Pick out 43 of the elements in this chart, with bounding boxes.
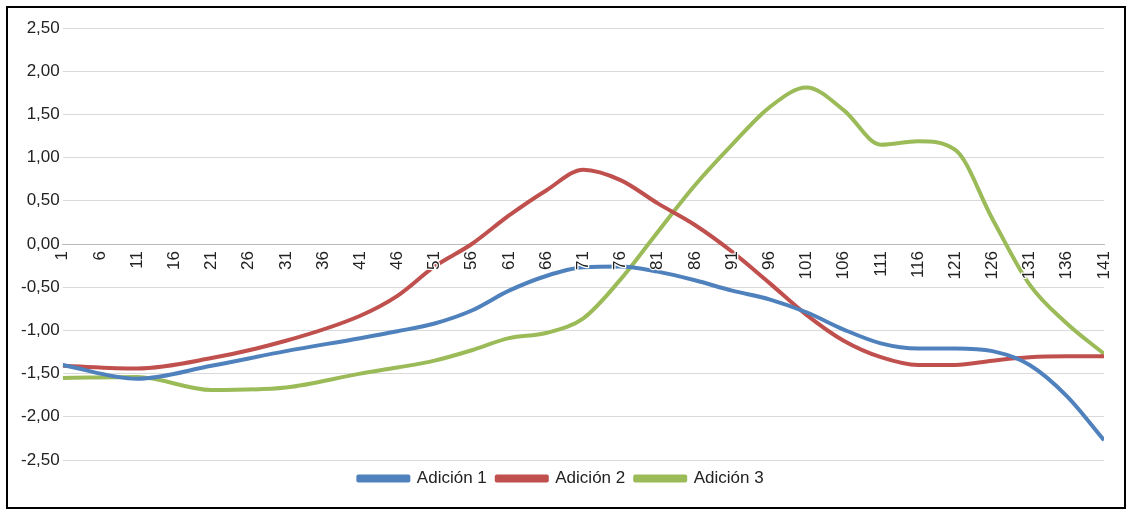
x-tick-label: 11 — [126, 251, 146, 269]
x-tick-label: 1 — [52, 251, 72, 261]
x-tick-label: 91 — [721, 251, 741, 270]
y-tick-label: -0,50 — [21, 276, 60, 296]
x-tick-label: 96 — [759, 251, 778, 270]
legend-label: Adición 2 — [555, 468, 626, 488]
y-tick-label: 1,00 — [26, 147, 60, 167]
x-tick-label: 116 — [907, 251, 927, 279]
x-tick-label: 36 — [312, 251, 332, 270]
x-tick-label: 51 — [424, 251, 444, 270]
x-tick-label: 31 — [275, 251, 295, 270]
x-tick-label: 141 — [1093, 251, 1113, 280]
y-tick-label: -1,50 — [21, 363, 60, 383]
x-tick-label: 136 — [1056, 251, 1076, 280]
x-tick-label: 76 — [610, 251, 630, 270]
x-tick-label: 86 — [684, 251, 704, 270]
x-tick-label: 16 — [164, 251, 183, 270]
x-tick-label: 101 — [796, 251, 816, 280]
y-tick-label: 0,00 — [26, 233, 60, 253]
y-tick-label: 2,00 — [26, 60, 60, 80]
x-tick-label: 26 — [238, 251, 258, 270]
x-tick-label: 106 — [833, 251, 853, 280]
x-tick-label: 21 — [201, 251, 221, 270]
x-tick-label: 66 — [535, 251, 555, 270]
x-tick-label: 41 — [349, 251, 369, 270]
y-tick-label: 1,50 — [26, 104, 60, 124]
x-tick-label: 61 — [498, 251, 518, 270]
x-tick-label: 6 — [89, 251, 109, 261]
x-tick-label: 111 — [870, 251, 890, 277]
x-tick-label: 46 — [387, 251, 407, 270]
x-tick-label: 131 — [1019, 251, 1039, 280]
x-tick-label: 71 — [573, 251, 593, 270]
x-tick-label: 56 — [461, 251, 481, 270]
y-tick-label: 0,50 — [26, 190, 60, 210]
y-tick-label: -2,00 — [21, 406, 60, 426]
legend-label: Adición 1 — [416, 468, 487, 488]
x-tick-label: 121 — [944, 251, 964, 280]
y-tick-label: -2,50 — [21, 449, 60, 469]
x-tick-label: 126 — [982, 251, 1002, 280]
y-tick-label: -1,00 — [21, 320, 60, 340]
x-tick-label: 81 — [647, 251, 667, 270]
y-tick-label: 2,50 — [26, 17, 60, 37]
legend-label: Adición 3 — [693, 468, 764, 488]
